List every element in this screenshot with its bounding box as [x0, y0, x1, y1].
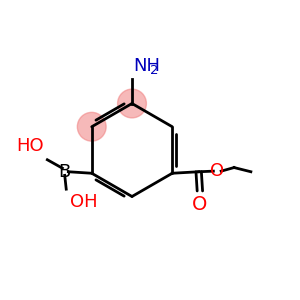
Text: OH: OH — [70, 194, 98, 211]
Text: NH: NH — [134, 57, 160, 75]
Circle shape — [77, 112, 106, 141]
Circle shape — [118, 89, 146, 118]
Text: B: B — [58, 163, 71, 181]
Text: O: O — [210, 162, 224, 180]
Text: HO: HO — [16, 137, 44, 155]
Text: 2: 2 — [150, 64, 158, 77]
Text: O: O — [192, 195, 208, 214]
